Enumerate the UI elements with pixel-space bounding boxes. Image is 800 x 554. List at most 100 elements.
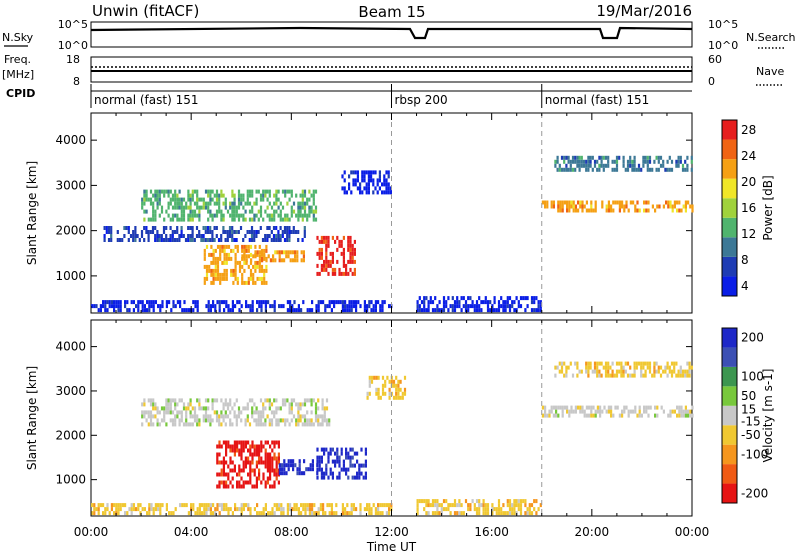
velocity-echo-cell (273, 480, 276, 485)
power-echo-cell (152, 217, 155, 222)
x-axis-title: Time UT (366, 540, 417, 554)
power-echo-cell (348, 308, 351, 313)
velocity-echo-cell (560, 361, 564, 366)
velocity-echo-cell (323, 406, 326, 411)
power-echo-cell (143, 189, 146, 194)
velocity-echo-cell (668, 365, 671, 370)
velocity-echo-cell (273, 444, 276, 449)
power-echo-cell (222, 226, 225, 230)
velocity-echo-cell (289, 463, 292, 468)
power-echo-cell (579, 204, 582, 209)
velocity-echo-cell (143, 414, 146, 419)
power-echo-cell (301, 201, 304, 206)
power-echo-cell (224, 238, 227, 242)
power-echo-cell (251, 193, 254, 198)
velocity-echo-cell (299, 402, 302, 407)
power-echo-cell (266, 205, 269, 210)
velocity-echo-cell (264, 507, 267, 512)
power-echo-cell (110, 300, 113, 305)
velocity-echo-cell (149, 410, 153, 415)
velocity-echo-cell (291, 507, 294, 512)
velocity-echo-cell (530, 511, 534, 516)
velocity-echo-cell (506, 511, 509, 516)
velocity-echo-cell (364, 463, 367, 468)
velocity-echo-cell (583, 413, 586, 418)
power-echo-cell (462, 304, 465, 309)
power-echo-cell (216, 244, 220, 249)
velocity-echo-cell (320, 467, 323, 472)
velocity-echo-cell (281, 418, 285, 423)
velocity-echo-cell (187, 422, 190, 427)
power-echo-cell (113, 304, 116, 309)
power-echo-cell (183, 300, 186, 305)
power-echo-cell (591, 155, 594, 160)
velocity-echo-cell (368, 507, 371, 512)
power-echo-cell (266, 213, 269, 218)
power-echo-cell (244, 209, 247, 214)
power-echo-cell (329, 251, 332, 256)
velocity-echo-cell (278, 507, 281, 512)
power-echo-cell (270, 217, 274, 222)
power-echo-cell (134, 230, 137, 234)
power-echo-cell (552, 204, 555, 209)
power-echo-cell (420, 308, 424, 313)
velocity-echo-cell (440, 503, 443, 508)
velocity-echo-cell (176, 410, 179, 415)
velocity-echo-cell (363, 507, 366, 512)
power-echo-cell (260, 280, 264, 285)
velocity-echo-cell (281, 467, 284, 472)
power-echo-cell (596, 159, 599, 164)
power-echo-cell (372, 304, 375, 309)
velocity-echo-cell (224, 414, 227, 419)
velocity-echo-cell (126, 511, 129, 516)
power-echo-cell (297, 238, 300, 242)
velocity-echo-cell (434, 503, 437, 508)
velocity-echo-cell (379, 511, 382, 516)
power-echo-cell (385, 178, 388, 183)
velocity-echo-cell (266, 460, 269, 465)
velocity-echo-cell (323, 418, 326, 423)
power-echo-cell (167, 205, 170, 210)
velocity-echo-cell (249, 444, 252, 449)
power-echo-cell (676, 208, 679, 213)
power-echo-cell (243, 254, 246, 259)
velocity-echo-cell (238, 480, 241, 485)
x-tick-label-0: 00:00 (74, 525, 109, 539)
power-echo-cell (203, 276, 206, 281)
power-echo-cell (690, 159, 693, 164)
power-echo-cell (123, 234, 126, 238)
power-echo-cell (622, 155, 625, 160)
power-echo-cell (349, 267, 352, 272)
velocity-echo-cell (205, 511, 208, 516)
power-echo-cell (150, 304, 153, 309)
velocity-echo-cell (321, 398, 324, 403)
velocity-echo-cell (277, 460, 280, 465)
power-echo-cell (467, 304, 470, 309)
power-echo-cell (508, 308, 512, 313)
power-echo-cell (356, 170, 359, 175)
power-echo-cell (350, 304, 353, 309)
velocity-echo-cell (312, 422, 315, 427)
power-echo-cell (238, 268, 242, 273)
velocity-echo-cell (611, 373, 614, 378)
power-echo-cell (363, 170, 366, 175)
velocity-echo-cell (607, 361, 610, 366)
velocity-echo-cell (216, 472, 219, 477)
power-echo-cell (149, 201, 153, 206)
power-echo-cell (212, 304, 215, 309)
power-echo-cell (657, 167, 660, 172)
power-echo-cell (585, 163, 588, 168)
power-echo-cell (167, 201, 170, 206)
velocity-echo-cell (259, 410, 263, 415)
power-echo-cell (645, 208, 648, 213)
velocity-echo-cell (317, 418, 320, 423)
nave-tick-top: 60 (708, 53, 722, 66)
power-echo-cell (471, 300, 474, 305)
power-echo-cell (623, 208, 626, 213)
power-echo-cell (530, 296, 534, 301)
velocity-echo-cell (296, 471, 299, 476)
velocity-echo-cell (508, 507, 512, 512)
power-echo-cell (209, 213, 212, 218)
power-echo-cell (259, 193, 263, 198)
power-echo-cell (352, 304, 355, 309)
